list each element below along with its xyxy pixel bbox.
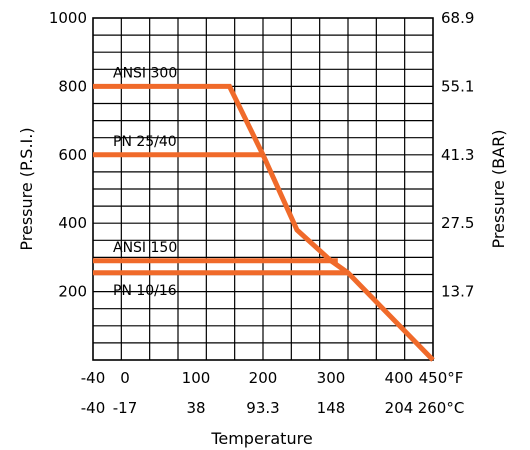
y-tick-label-left: 800 [58,77,87,95]
series-label: ANSI 150 [113,240,177,256]
y-axis-title-left: Pressure (P.S.I.) [17,127,36,250]
y-tick-label-right: 27.5 [441,214,474,232]
x-tick-label-celsius: -17 [113,399,138,417]
series-label: PN 10/16 [113,283,177,299]
series-lines [93,83,435,362]
series-label: PN 25/40 [113,134,177,150]
x-tick-label-fahrenheit: 100 [182,369,211,387]
x-tick-label-celsius: 148 [317,399,346,417]
y-axis-title-right: Pressure (BAR) [489,130,508,249]
x-axis-title: Temperature [210,429,312,448]
tick-labels: 1000 800 600 400 200 68.9 55.1 41.3 27.5 13.7 -40 0… [49,9,475,417]
series-line [93,83,266,156]
x-tick-label-fahrenheit: 0 [120,369,130,387]
y-tick-label-left: 200 [58,283,87,301]
y-tick-label-right: 55.1 [441,77,474,95]
series-label: ANSI 300 [113,65,177,81]
series-labels: ANSI 300 PN 25/40 ANSI 150 PN 10/16 [113,65,177,298]
grid [93,18,433,360]
y-tick-label-left: 600 [58,146,87,164]
y-tick-label-left: 400 [58,214,87,232]
x-tick-label-celsius: 260°C [418,399,465,417]
x-tick-label-fahrenheit: 300 [317,369,346,387]
x-tick-label-fahrenheit: 450°F [419,369,464,387]
series-line [260,153,435,362]
x-tick-label-fahrenheit: -40 [81,369,106,387]
y-tick-label-right: 41.3 [441,146,474,164]
x-tick-label-fahrenheit: 400 [385,369,414,387]
y-tick-label-left: 1000 [49,9,87,27]
y-tick-label-right: 13.7 [441,283,474,301]
y-tick-label-right: 68.9 [441,9,474,27]
x-tick-label-celsius: 38 [186,399,205,417]
x-tick-label-celsius: 93.3 [246,399,279,417]
x-tick-label-celsius: -40 [81,399,106,417]
x-tick-label-fahrenheit: 200 [249,369,278,387]
plot-frame [92,17,434,361]
x-tick-label-celsius: 204 [385,399,414,417]
